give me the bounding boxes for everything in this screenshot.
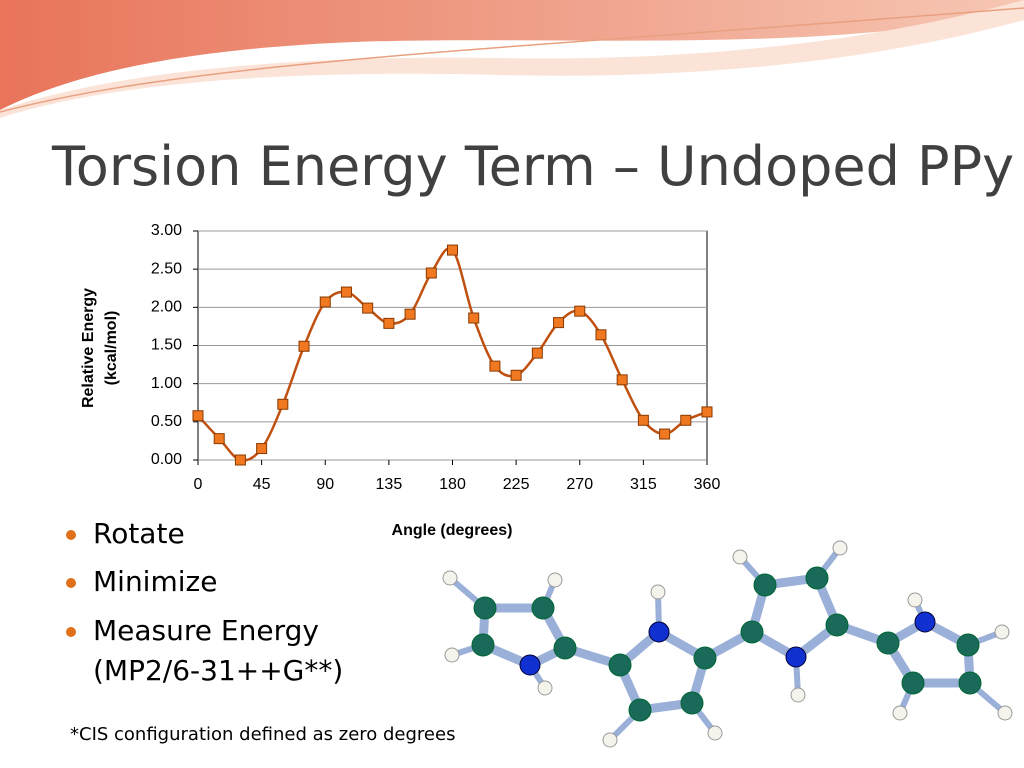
data-point	[298, 340, 310, 352]
data-point	[701, 406, 713, 418]
data-point	[404, 308, 416, 320]
y-tick-label: 1.00	[151, 375, 182, 392]
y-tick-label: 0.00	[151, 451, 182, 468]
data-point	[489, 360, 501, 372]
data-point	[319, 296, 331, 308]
data-point	[362, 302, 374, 314]
x-axis-label: Angle (degrees)	[392, 522, 513, 539]
bullet: Rotate	[93, 517, 185, 550]
y-tick-label: 1.50	[151, 337, 182, 354]
molecule	[442, 540, 1013, 748]
data-point	[340, 286, 352, 298]
header-decoration	[0, 0, 1024, 118]
data-point	[192, 410, 204, 422]
slide-title: Torsion Energy Term – Undoped PPy	[52, 135, 1015, 198]
y-tick-label: 3.00	[151, 222, 182, 239]
data-point	[680, 414, 692, 426]
data-point	[234, 454, 246, 466]
y-axis-label-line: (kcal/mol)	[103, 311, 120, 386]
bullet: Measure Energy (MP2/6-31++G**)	[93, 614, 344, 687]
y-axis-label: Relative Energy (kcal/mol)	[80, 288, 120, 408]
x-tick-label: 0	[194, 476, 203, 493]
x-tick-label: 135	[376, 476, 403, 493]
y-tick-label: 2.00	[151, 299, 182, 316]
x-tick-label: 225	[503, 476, 530, 493]
x-tick-label: 180	[439, 476, 466, 493]
data-point	[383, 317, 395, 329]
y-axis-label-line: Relative Energy	[80, 288, 97, 408]
data-point	[213, 433, 225, 445]
y-tick-label: 2.50	[151, 260, 182, 277]
data-point	[637, 414, 649, 426]
data-point	[277, 398, 289, 410]
y-tick-label: 0.50	[151, 413, 182, 430]
x-tick-label: 360	[694, 476, 721, 493]
data-point	[256, 443, 268, 455]
data-point	[574, 305, 586, 317]
data-point	[595, 329, 607, 341]
bullet-dot	[66, 578, 76, 588]
data-point	[468, 312, 480, 324]
data-point	[553, 317, 565, 329]
data-point	[447, 244, 458, 256]
plot: 0.00 0.50 1.00 1.50 2.00 2.50 3.00 0 45 90 135 180 2…	[80, 222, 720, 539]
x-tick-label: 45	[253, 476, 271, 493]
x-tick-label: 270	[566, 476, 593, 493]
data-point	[531, 347, 543, 359]
bullet-dot	[66, 627, 76, 637]
x-tick-label: 315	[630, 476, 657, 493]
x-tick-label: 90	[316, 476, 334, 493]
data-point	[616, 374, 628, 386]
footnote: *CIS configuration defined as zero degre…	[70, 724, 456, 745]
data-point	[659, 428, 671, 440]
bullet: Minimize	[93, 565, 218, 598]
data-point	[425, 267, 437, 279]
bullet-dot	[66, 530, 76, 540]
data-point	[510, 369, 522, 381]
